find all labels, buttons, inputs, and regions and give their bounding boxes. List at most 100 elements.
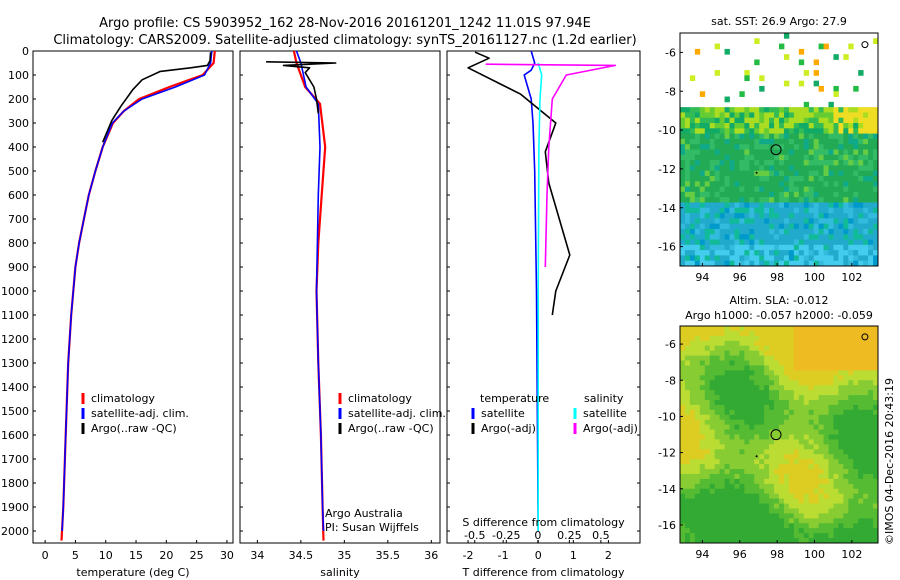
map-cell xyxy=(689,149,696,156)
map-cell xyxy=(783,345,790,352)
map-cell xyxy=(709,464,716,470)
map-cell xyxy=(828,518,834,524)
map-cell xyxy=(843,469,849,475)
map-cell xyxy=(858,493,864,500)
map-cell xyxy=(779,395,785,401)
map-cell xyxy=(709,213,716,219)
map-cell xyxy=(729,133,735,140)
map-cell xyxy=(699,160,706,166)
map-cell xyxy=(714,464,720,470)
map-cell xyxy=(719,404,725,411)
map-cell xyxy=(798,459,805,465)
map-cell xyxy=(754,202,760,209)
map-cell xyxy=(833,330,839,337)
map-cell xyxy=(803,181,810,187)
map-cell xyxy=(704,414,711,421)
map-cell xyxy=(729,255,735,262)
map-cell xyxy=(803,218,810,225)
legend-header-temperature: temperature xyxy=(480,392,549,405)
map-cell xyxy=(783,244,790,251)
map-cell xyxy=(769,370,775,376)
map-cell xyxy=(769,107,775,113)
map-cell xyxy=(783,80,790,87)
map-cell xyxy=(788,488,795,495)
map-cell xyxy=(838,449,844,455)
map-cell xyxy=(788,478,795,485)
map-cell xyxy=(704,244,711,251)
map-cell xyxy=(739,518,745,524)
map-cell xyxy=(734,503,740,509)
map-cell xyxy=(724,123,730,129)
map-cell xyxy=(689,75,696,82)
map-cell xyxy=(680,528,686,534)
map-cell xyxy=(779,473,785,480)
map-cell xyxy=(828,464,834,470)
map-cell xyxy=(689,390,696,396)
map-cell xyxy=(793,478,800,485)
map-cell xyxy=(694,385,701,391)
map-cell xyxy=(724,419,730,426)
x-tick-label: 35.5 xyxy=(376,549,401,562)
map-cell xyxy=(853,439,859,445)
map-cell xyxy=(873,419,879,426)
map-cell xyxy=(694,207,701,214)
map-cell xyxy=(709,380,716,386)
map-cell xyxy=(759,454,765,460)
map-cell xyxy=(798,191,805,198)
map-cell xyxy=(823,404,829,411)
map-cell xyxy=(684,365,691,371)
map-cell xyxy=(684,202,691,209)
map-cell xyxy=(833,340,839,347)
map-cell xyxy=(823,128,829,135)
map-cell xyxy=(699,165,706,172)
map-cell xyxy=(744,473,750,480)
map-cell xyxy=(858,260,864,267)
map-cell xyxy=(719,360,725,366)
map-cell xyxy=(709,360,716,366)
map-cell xyxy=(680,218,686,225)
map-cell xyxy=(779,350,785,356)
map-cell xyxy=(793,360,800,366)
map-cell xyxy=(838,508,844,514)
map-cell xyxy=(813,380,819,386)
map-cell xyxy=(704,424,711,430)
map-cell xyxy=(734,133,740,140)
map-cell xyxy=(739,117,745,124)
map-cell xyxy=(798,260,805,267)
map-cell xyxy=(873,218,879,225)
map-cell xyxy=(734,434,740,440)
map-cell xyxy=(788,213,795,219)
map-cell xyxy=(689,239,696,246)
map-cell xyxy=(774,234,780,240)
map-cell xyxy=(788,181,795,187)
map-cell xyxy=(774,191,780,198)
map-cell xyxy=(868,409,874,416)
map-cell xyxy=(818,424,824,430)
map-cell xyxy=(704,191,711,198)
map-cell xyxy=(843,186,849,193)
series-line-satellite-adj-clim- xyxy=(61,50,213,532)
map-cell xyxy=(709,165,716,172)
map-cell xyxy=(684,239,691,246)
map-cell xyxy=(739,449,745,455)
map-cell xyxy=(823,355,829,361)
map-cell xyxy=(863,186,869,193)
map-cell xyxy=(808,473,815,480)
map-cell xyxy=(783,473,790,480)
map-cell xyxy=(734,191,740,198)
map-cell xyxy=(863,345,869,352)
map-cell xyxy=(868,498,874,504)
map-cell xyxy=(694,255,701,262)
map-cell xyxy=(694,528,701,534)
map-cell xyxy=(719,202,725,209)
map-cell xyxy=(863,395,869,401)
map-cell xyxy=(803,513,810,519)
map-cell xyxy=(684,207,691,214)
map-cell xyxy=(689,478,696,485)
map-cell xyxy=(749,409,755,416)
map-cell xyxy=(828,255,834,262)
map-cell xyxy=(774,218,780,225)
map-cell xyxy=(714,429,720,435)
x-tick-label: 0 xyxy=(535,549,542,562)
